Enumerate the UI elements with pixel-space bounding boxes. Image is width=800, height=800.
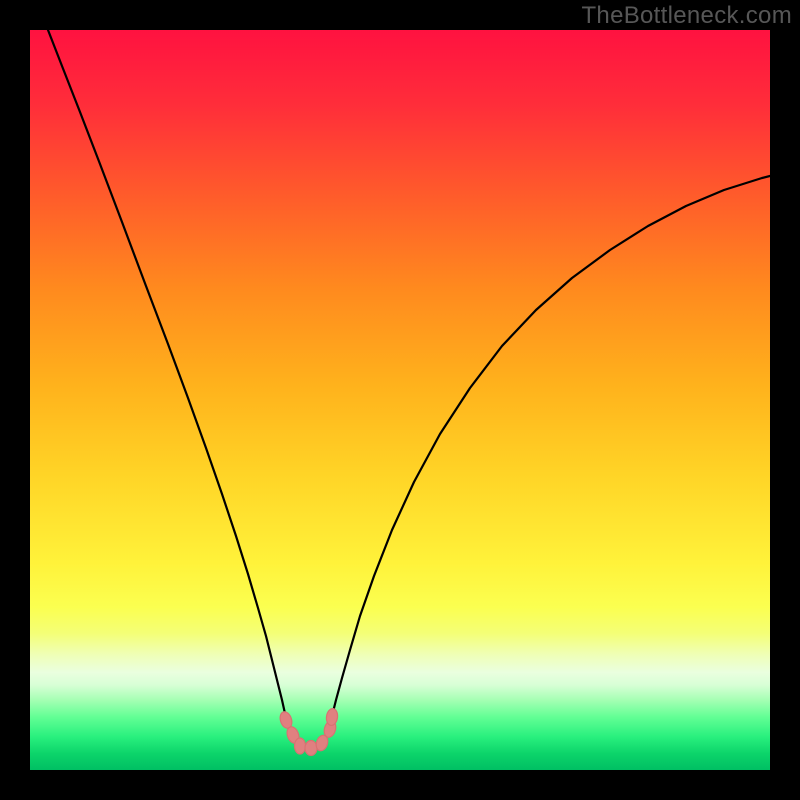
bump-marker [295,738,306,754]
gradient-background [30,30,770,770]
bump-marker [305,741,317,756]
bottleneck-curve-chart [0,0,800,800]
chart-stage: TheBottleneck.com [0,0,800,800]
